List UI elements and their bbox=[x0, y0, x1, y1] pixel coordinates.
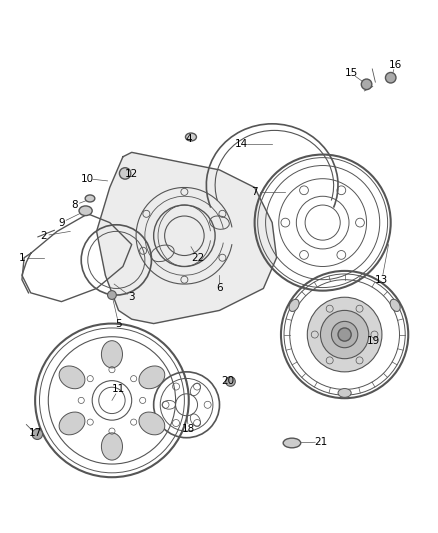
Text: 12: 12 bbox=[125, 169, 138, 179]
Text: 10: 10 bbox=[81, 174, 94, 184]
Circle shape bbox=[107, 290, 116, 300]
Ellipse shape bbox=[139, 412, 164, 435]
Ellipse shape bbox=[59, 412, 85, 435]
Circle shape bbox=[337, 328, 350, 341]
Text: 6: 6 bbox=[215, 284, 223, 294]
Text: 18: 18 bbox=[182, 424, 195, 434]
Text: 5: 5 bbox=[115, 319, 122, 328]
Text: 14: 14 bbox=[234, 139, 247, 149]
Text: 8: 8 bbox=[71, 200, 78, 210]
Circle shape bbox=[307, 297, 381, 372]
Ellipse shape bbox=[389, 299, 399, 311]
Polygon shape bbox=[96, 152, 276, 324]
Text: 22: 22 bbox=[191, 253, 204, 263]
Text: 1: 1 bbox=[18, 253, 25, 263]
Ellipse shape bbox=[283, 438, 300, 448]
Circle shape bbox=[320, 310, 368, 359]
Text: 9: 9 bbox=[58, 217, 65, 228]
Text: 19: 19 bbox=[366, 336, 379, 346]
Text: 2: 2 bbox=[40, 231, 47, 241]
Text: 7: 7 bbox=[251, 187, 258, 197]
Text: 11: 11 bbox=[112, 384, 125, 394]
Ellipse shape bbox=[185, 133, 196, 141]
Ellipse shape bbox=[85, 195, 95, 202]
Ellipse shape bbox=[288, 299, 298, 311]
Circle shape bbox=[385, 72, 395, 83]
Text: 16: 16 bbox=[388, 60, 401, 70]
Ellipse shape bbox=[139, 366, 164, 389]
Text: 20: 20 bbox=[221, 376, 234, 386]
Circle shape bbox=[225, 377, 235, 386]
Text: 3: 3 bbox=[128, 292, 135, 302]
Ellipse shape bbox=[59, 366, 85, 389]
Ellipse shape bbox=[101, 433, 122, 460]
Ellipse shape bbox=[101, 341, 122, 368]
Circle shape bbox=[331, 321, 357, 348]
Ellipse shape bbox=[79, 206, 92, 215]
Text: 13: 13 bbox=[374, 274, 388, 285]
Circle shape bbox=[119, 168, 131, 179]
Circle shape bbox=[360, 79, 371, 90]
Text: 4: 4 bbox=[185, 134, 192, 144]
Circle shape bbox=[32, 429, 42, 440]
Text: 21: 21 bbox=[313, 437, 326, 447]
Text: 17: 17 bbox=[28, 429, 42, 438]
Ellipse shape bbox=[337, 389, 350, 397]
Text: 15: 15 bbox=[344, 68, 357, 78]
